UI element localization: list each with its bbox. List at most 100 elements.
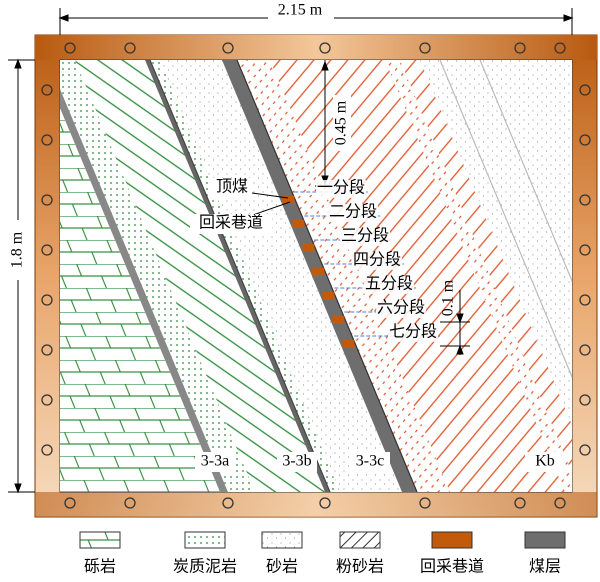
label-bg [316,180,366,198]
label-bg [376,300,426,318]
bolt [579,344,591,356]
legend-swatch [261,531,303,549]
legend-label: 回采巷道 [420,558,484,576]
strata-labels: 3-3a 3-3b 3-3c Kb [195,452,565,472]
label-bg [364,276,414,294]
bolt [579,194,591,206]
label-bg [277,452,317,472]
roadway [302,244,315,252]
stratum-label: 3-3a [201,453,229,470]
bolt [64,42,76,54]
roadway [282,196,295,204]
stratum [420,60,572,425]
bolt [41,244,53,256]
sublevel-label: 六分段 [377,299,425,317]
legend-swatch [79,531,121,549]
stratum [75,60,325,492]
bolt [41,394,53,406]
frame-top [35,35,597,60]
stratum [160,60,402,492]
roadway [332,316,345,324]
roadway [342,340,355,348]
top-coal-text: 顶煤 [216,178,248,196]
roadway [312,268,325,276]
sublevel-dimension [440,290,470,355]
bolt [222,42,234,54]
height-label: 1.8 m [9,231,26,268]
stratum [400,60,572,473]
bolt [419,497,431,509]
stratum [270,60,565,492]
bolt [41,344,53,356]
roadway-text: 回采巷道 [199,214,263,232]
legend-swatch [431,531,473,549]
sublevel-label: 五分段 [365,275,413,293]
sublevel-label: 三分段 [341,227,389,245]
frame-bottom [35,492,597,517]
label-bg [352,252,402,270]
roadway [292,220,305,228]
legend-label: 砾岩 [84,558,116,576]
sublevel-label: 二分段 [329,203,377,221]
stratum [385,60,572,492]
label-bg [525,452,565,472]
stratum-label: Kb [535,453,555,470]
sublevel-label: 四分段 [353,251,401,269]
bolt [554,497,566,509]
legend-label: 粉砂岩 [336,558,384,576]
label-bg [195,452,235,472]
bolt [579,244,591,256]
sublevel-label: 0.1 m [440,279,457,316]
top-coal-label: 0.45 m [333,100,350,145]
bolt [41,194,53,206]
legend-swatch [339,531,381,549]
frame-bolts [41,42,591,509]
label-bg [350,452,390,472]
stratum-boundary [236,60,418,492]
width-label: 2.15 m [278,2,323,19]
bolt [41,84,53,96]
bolt [319,42,331,54]
legend: 砾岩 炭质泥岩 砂岩 粉砂岩 回采巷道 煤层 [79,531,566,576]
bolt [579,394,591,406]
stratum [60,60,255,492]
stratum-label: 3-3b [282,453,311,470]
bolt [319,497,331,509]
bolt [579,444,591,456]
legend-swatch [184,531,226,549]
bolt [554,42,566,54]
bolt [124,497,136,509]
bolt [419,42,431,54]
stratum-boundary [149,60,331,492]
strata [60,60,572,492]
label-bg [328,204,378,222]
bolt [579,84,591,96]
roadway [322,292,335,300]
legend-label: 砂岩 [266,558,298,576]
legend-label: 煤层 [529,558,561,576]
bolt [124,42,136,54]
stratum-label: 3-3c [356,453,384,470]
label-bg [388,324,438,342]
stratum-boundary [439,60,572,379]
bolt [514,42,526,54]
sublevel-label: 七分段 [389,323,437,341]
bolt [514,497,526,509]
bolt [579,294,591,306]
legend-swatch [524,531,566,549]
bolt [64,497,76,509]
stratum-boundary [479,60,572,283]
bolt [41,444,53,456]
leader [249,201,291,217]
label-bg [340,228,390,246]
stratum [145,60,330,492]
legend-label: 炭质泥岩 [173,558,237,576]
bolt [579,134,591,146]
bolt [41,134,53,146]
stratum [237,60,450,492]
bolt [41,294,53,306]
leader [251,192,289,199]
stratum [150,60,340,492]
